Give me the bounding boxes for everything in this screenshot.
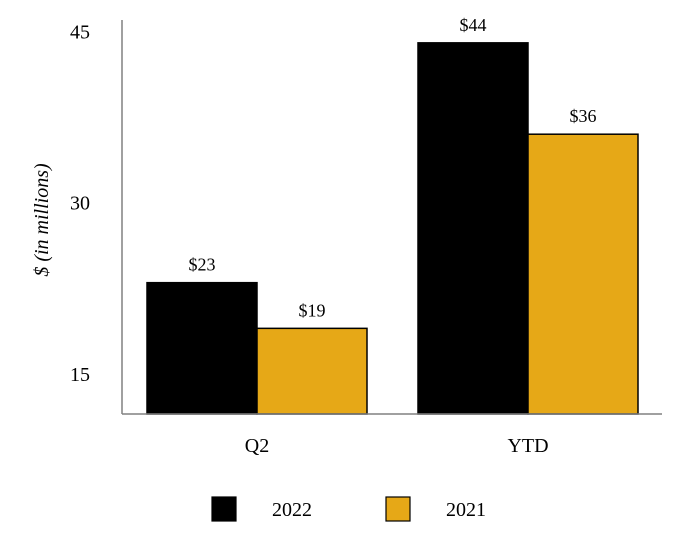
legend-label-2022: 2022 xyxy=(272,499,312,521)
data-label-2021-YTD: $36 xyxy=(570,106,597,126)
legend-label-2021: 2021 xyxy=(446,499,486,521)
data-label-2022-Q2: $23 xyxy=(189,255,216,275)
y-axis-label: $ (in millions) xyxy=(31,163,53,277)
x-category-label: YTD xyxy=(507,435,548,457)
bar-2022-Q2 xyxy=(146,281,258,415)
bar-2021-YTD xyxy=(527,133,639,415)
bar-2021-Q2 xyxy=(256,327,368,415)
y-tick-label: 15 xyxy=(70,364,90,386)
x-category-label: Q2 xyxy=(245,435,269,457)
data-label-2022-YTD: $44 xyxy=(460,15,487,35)
y-tick-label: 30 xyxy=(70,193,90,215)
legend-swatch-2022 xyxy=(211,496,237,522)
data-label-2021-Q2: $19 xyxy=(299,300,326,320)
legend-swatch-2021 xyxy=(385,496,411,522)
y-tick-label: 45 xyxy=(70,21,90,43)
bar-2022-YTD xyxy=(417,42,529,415)
